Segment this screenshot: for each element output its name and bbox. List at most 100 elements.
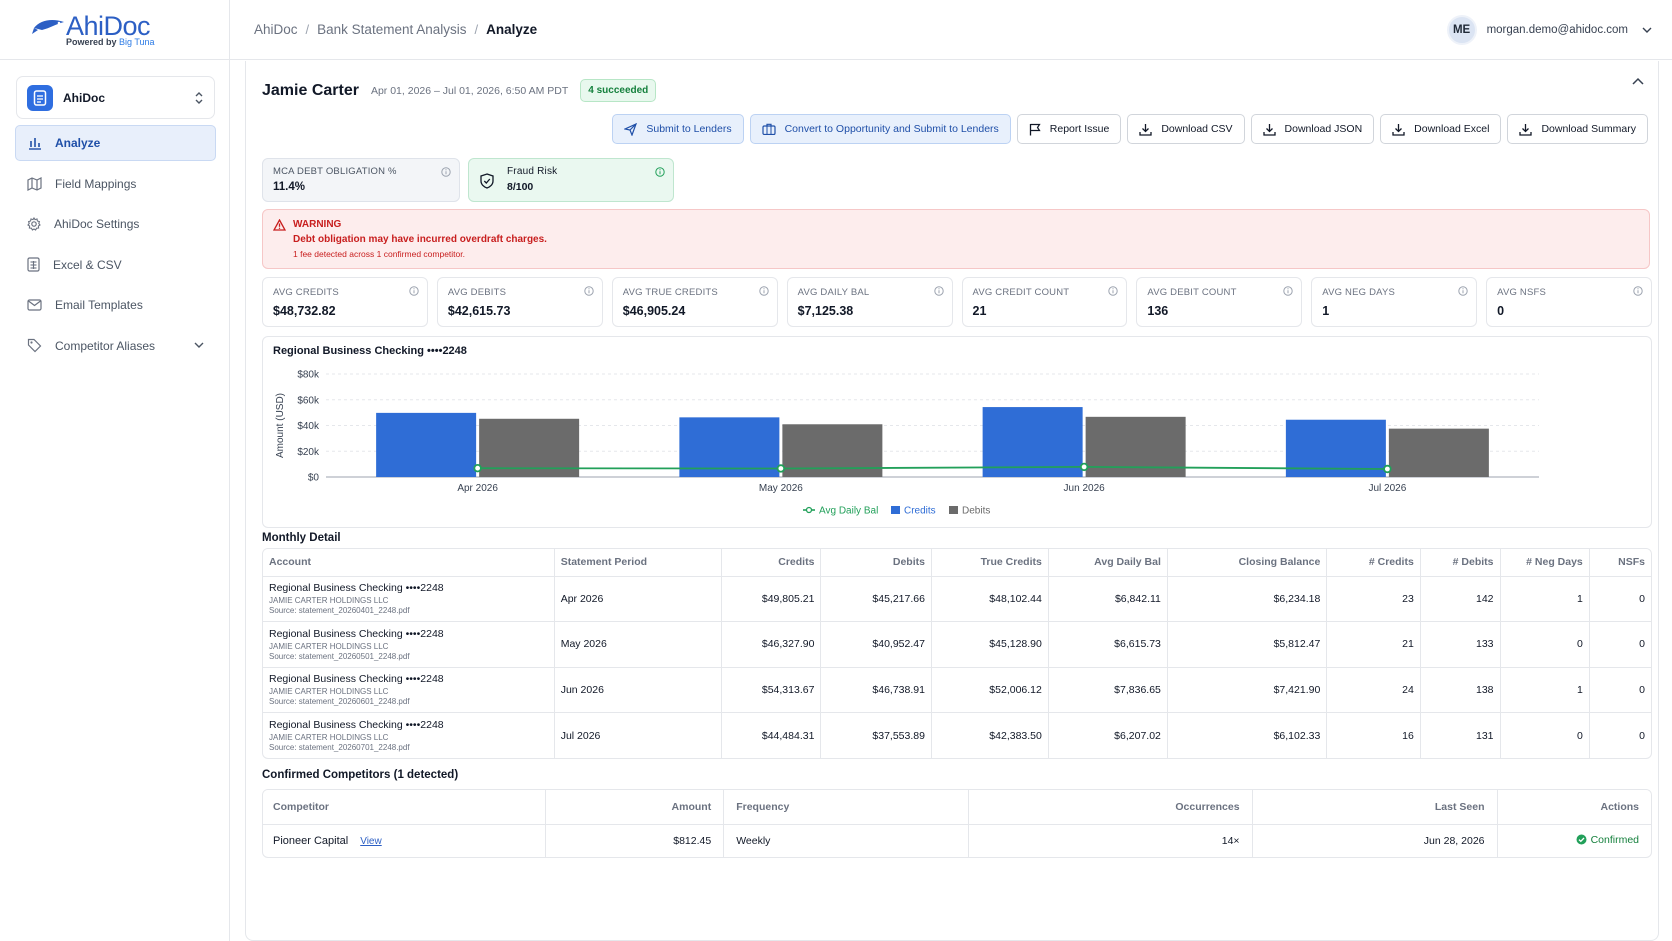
breadcrumb-home[interactable]: AhiDoc bbox=[254, 22, 298, 37]
table-row[interactable]: Regional Business Checking ••••2248 JAMIE… bbox=[263, 576, 1651, 622]
tuna-logo-icon bbox=[32, 20, 64, 34]
true-credits-cell: $42,383.50 bbox=[931, 712, 1049, 758]
account-name: Regional Business Checking ••••2248 bbox=[269, 582, 444, 595]
download-json-button[interactable]: Download JSON bbox=[1250, 114, 1375, 144]
account-holder: JAMIE CARTER HOLDINGS LLC bbox=[269, 596, 389, 606]
credits-cell: $54,313.67 bbox=[721, 667, 822, 713]
mca-value: 11.4% bbox=[273, 181, 305, 193]
legend-label: Avg Daily Bal bbox=[819, 506, 878, 517]
stat-avg-true-credits: AVG TRUE CREDITS $46,905.24 bbox=[611, 277, 778, 327]
sidebar-item-competitor-aliases[interactable]: Competitor Aliases bbox=[15, 328, 216, 364]
table-row[interactable]: Regional Business Checking ••••2248 JAMIE… bbox=[263, 667, 1651, 713]
warning-banner: WARNING Debt obligation may have incurre… bbox=[262, 209, 1650, 269]
sidebar-item-excel-csv[interactable]: Excel & CSV bbox=[15, 247, 216, 283]
download-icon bbox=[1139, 123, 1152, 136]
debits-cell: $45,217.66 bbox=[820, 576, 932, 622]
info-icon[interactable] bbox=[1633, 286, 1643, 296]
download-excel-button[interactable]: Download Excel bbox=[1380, 114, 1502, 144]
sidebar-item-field-mappings[interactable]: Field Mappings bbox=[15, 166, 216, 202]
neg-days-cell: 0 bbox=[1500, 712, 1590, 758]
view-link[interactable]: View bbox=[360, 835, 382, 847]
info-icon[interactable] bbox=[933, 286, 944, 296]
info-icon[interactable] bbox=[1283, 286, 1293, 296]
info-icon[interactable] bbox=[758, 286, 769, 296]
sidebar-item-analyze[interactable]: Analyze bbox=[15, 125, 216, 161]
x-tick-label: Apr 2026 bbox=[457, 483, 498, 494]
warning-message: Debt obligation may have incurred overdr… bbox=[293, 234, 547, 245]
col-header[interactable]: Competitor bbox=[263, 790, 546, 825]
convert-opportunity-button[interactable]: Convert to Opportunity and Submit to Len… bbox=[749, 114, 1011, 144]
table-row: Pioneer Capital View $812.45 Weekly 14× J… bbox=[263, 824, 1651, 857]
x-tick-label: Jul 2026 bbox=[1368, 483, 1406, 494]
col-header[interactable]: Actions bbox=[1497, 790, 1651, 825]
avg-bal-cell: $6,207.02 bbox=[1048, 712, 1168, 758]
download-icon bbox=[1262, 123, 1276, 136]
shield-check-icon bbox=[480, 173, 494, 189]
submit-to-lenders-button[interactable]: Submit to Lenders bbox=[612, 114, 744, 144]
breadcrumb-bank-statement[interactable]: Bank Statement Analysis bbox=[317, 22, 467, 37]
fraud-value: 8/100 bbox=[507, 181, 534, 193]
info-icon[interactable] bbox=[1108, 286, 1119, 296]
download-icon bbox=[1519, 123, 1533, 136]
table-row[interactable]: Regional Business Checking ••••2248 JAMIE… bbox=[263, 712, 1651, 758]
account-name: Regional Business Checking ••••2248 bbox=[269, 719, 444, 731]
logo-text: AhiDoc bbox=[66, 11, 151, 41]
sidebar-item-label: Email Templates bbox=[55, 298, 143, 312]
flag-icon bbox=[1029, 123, 1041, 135]
col-header[interactable]: Last Seen bbox=[1252, 790, 1498, 825]
chevron-up-icon[interactable] bbox=[1632, 77, 1644, 85]
col-header[interactable]: True Credits bbox=[931, 549, 1049, 577]
closing-cell: $5,812.47 bbox=[1167, 621, 1328, 668]
col-header[interactable]: Debits bbox=[820, 549, 932, 577]
stat-avg-credits: AVG CREDITS $48,732.82 bbox=[262, 277, 428, 327]
avg-daily-bal-point bbox=[1079, 462, 1089, 472]
sidebar-item-email-templates[interactable]: Email Templates bbox=[15, 287, 216, 323]
col-header[interactable]: NSFs bbox=[1589, 549, 1651, 577]
check-circle-icon bbox=[1576, 834, 1587, 845]
user-menu[interactable]: ME morgan.demo@ahidoc.com bbox=[1446, 15, 1652, 45]
period-cell: Apr 2026 bbox=[554, 576, 722, 622]
period-cell: Jul 2026 bbox=[554, 712, 722, 758]
org-switcher[interactable]: AhiDoc bbox=[16, 76, 215, 119]
y-tick-label: $0 bbox=[308, 473, 320, 484]
fraud-label: Fraud Risk bbox=[507, 166, 558, 177]
col-header[interactable]: Avg Daily Bal bbox=[1048, 549, 1168, 577]
download-summary-button[interactable]: Download Summary bbox=[1507, 114, 1648, 144]
info-icon[interactable] bbox=[441, 167, 451, 177]
x-tick-label: Jun 2026 bbox=[1064, 483, 1106, 494]
table-row[interactable]: Regional Business Checking ••••2248 JAMIE… bbox=[263, 621, 1651, 668]
stat-avg-credit-count: AVG CREDIT COUNT 21 bbox=[961, 277, 1128, 327]
info-icon[interactable] bbox=[409, 286, 419, 296]
info-icon[interactable] bbox=[655, 167, 665, 177]
info-icon[interactable] bbox=[584, 286, 594, 296]
legend-label: Debits bbox=[962, 506, 990, 517]
col-header[interactable]: Credits bbox=[721, 549, 822, 577]
download-csv-button[interactable]: Download CSV bbox=[1127, 114, 1245, 144]
n-credits-cell: 21 bbox=[1326, 621, 1421, 668]
col-header[interactable]: Frequency bbox=[723, 790, 970, 825]
breadcrumb-current: Analyze bbox=[486, 22, 538, 37]
info-icon[interactable] bbox=[1458, 286, 1468, 296]
debits-cell: $46,738.91 bbox=[820, 667, 932, 713]
warning-detail: 1 fee detected across 1 confirmed compet… bbox=[293, 249, 465, 259]
neg-days-cell: 0 bbox=[1500, 621, 1590, 668]
legend-label: Credits bbox=[904, 506, 936, 517]
report-issue-button[interactable]: Report Issue bbox=[1016, 114, 1122, 144]
col-header[interactable]: Occurrences bbox=[968, 790, 1253, 825]
logo-tagline: Powered by Big Tuna bbox=[66, 37, 155, 47]
app-logo[interactable]: AhiDoc Powered by Big Tuna bbox=[0, 0, 229, 60]
col-header[interactable]: # Credits bbox=[1326, 549, 1421, 577]
col-header[interactable]: Statement Period bbox=[554, 549, 722, 577]
chart-title: Regional Business Checking ••••2248 bbox=[273, 345, 467, 357]
confirmed-status[interactable]: Confirmed bbox=[1576, 834, 1639, 846]
breadcrumb-separator: / bbox=[474, 22, 479, 37]
col-header[interactable]: Account bbox=[263, 549, 555, 577]
col-header[interactable]: Closing Balance bbox=[1167, 549, 1328, 577]
col-header[interactable]: # Debits bbox=[1420, 549, 1501, 577]
sidebar-item-settings[interactable]: AhiDoc Settings bbox=[15, 206, 216, 242]
sidebar: AhiDoc Powered by Big Tuna AhiDoc Analyz… bbox=[0, 0, 230, 941]
col-header[interactable]: Amount bbox=[545, 790, 725, 825]
col-header[interactable]: # Neg Days bbox=[1500, 549, 1590, 577]
true-credits-cell: $48,102.44 bbox=[931, 576, 1049, 622]
chevron-down-icon[interactable] bbox=[194, 342, 204, 349]
